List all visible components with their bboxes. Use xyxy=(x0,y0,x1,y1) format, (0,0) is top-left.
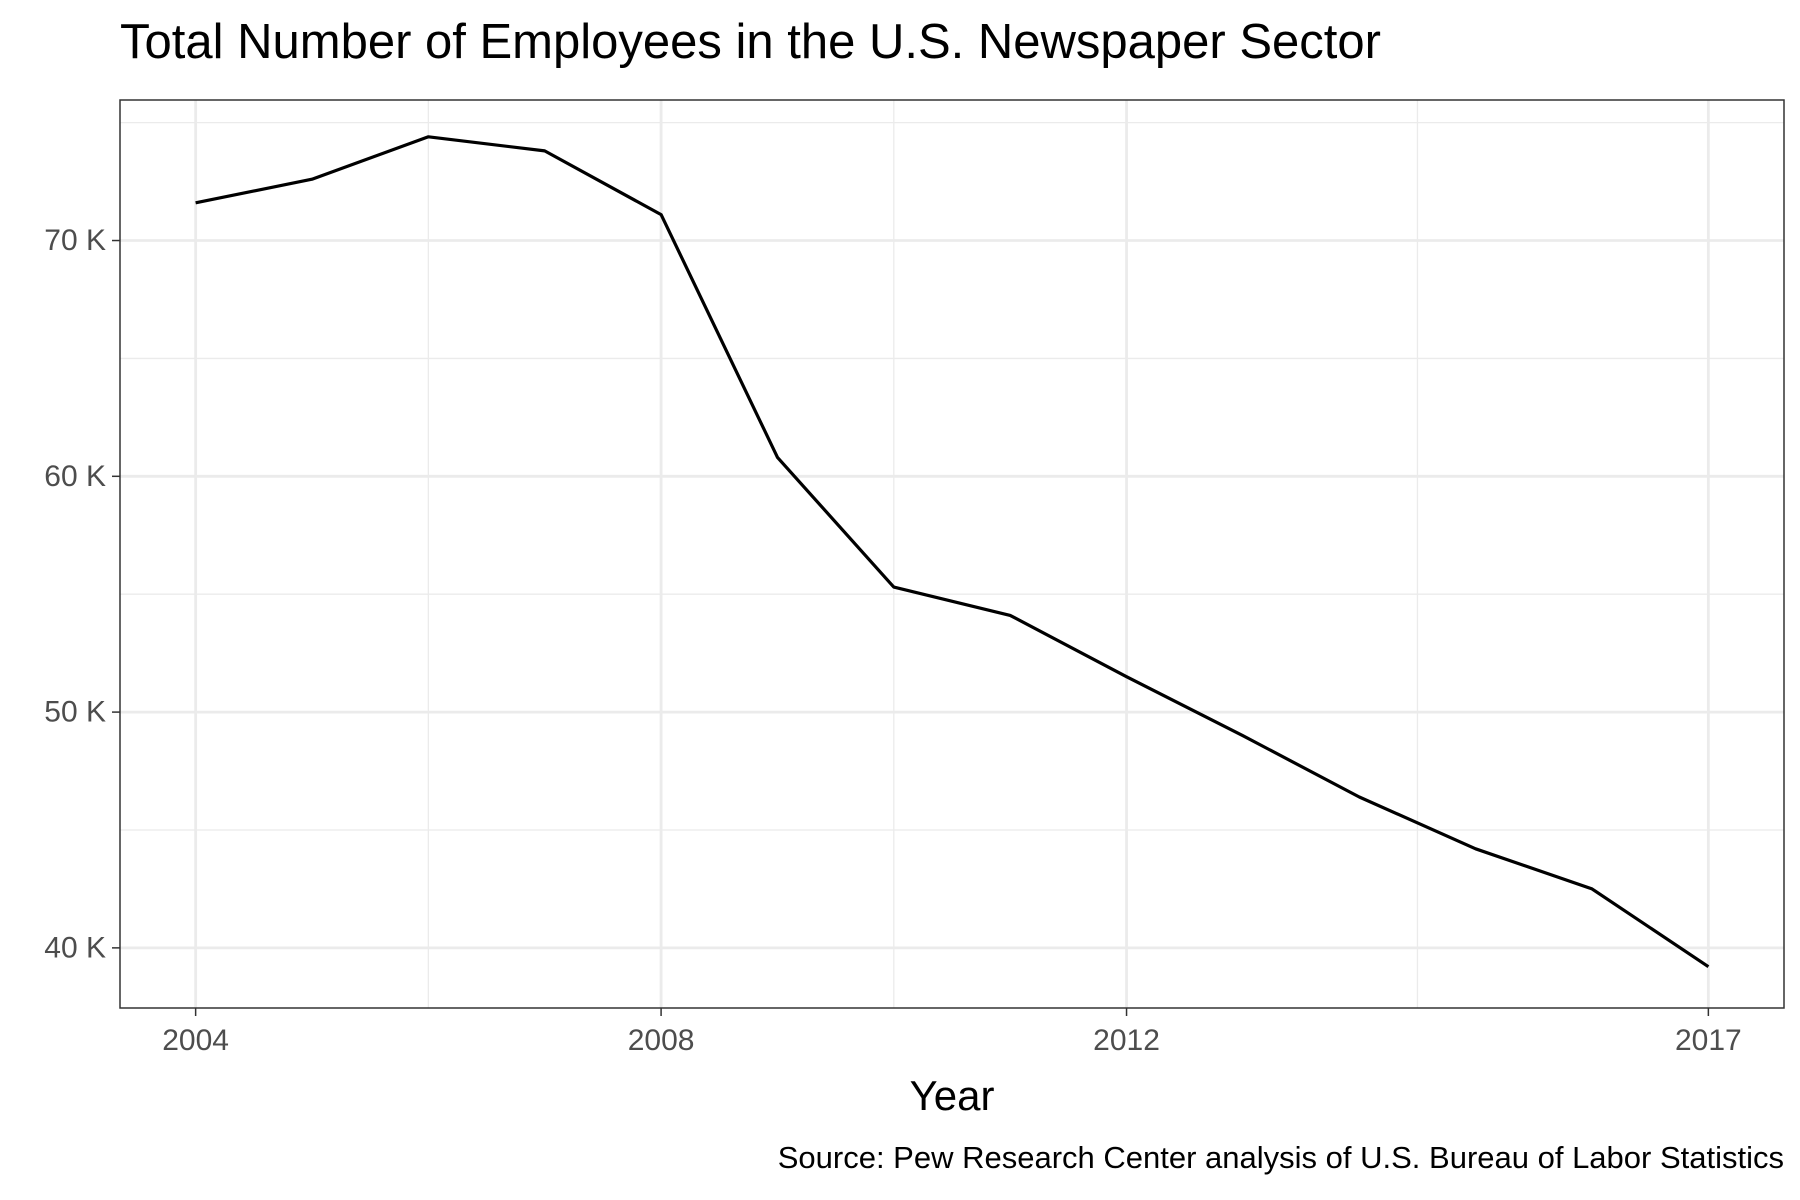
grid-lines xyxy=(120,100,1784,1008)
x-tick-label: 2017 xyxy=(1675,1024,1742,1057)
series-layer xyxy=(195,135,1710,969)
x-axis-title: Year xyxy=(909,1072,995,1119)
axis-ticks: 40 K 50 K 60 K 70 K 2004 2008 2012 2017 xyxy=(44,224,1741,1057)
plot-panel-border xyxy=(119,99,1785,1009)
y-tick-label: 50 K xyxy=(44,696,106,729)
x-tick-label: 2012 xyxy=(1093,1024,1160,1057)
y-tick-label: 70 K xyxy=(44,224,106,257)
y-tick-label: 40 K xyxy=(44,931,106,964)
y-tick-label: 60 K xyxy=(44,460,106,493)
chart-title: Total Number of Employees in the U.S. Ne… xyxy=(120,15,1381,69)
source-caption: Source: Pew Research Center analysis of … xyxy=(777,1140,1784,1175)
x-tick-label: 2008 xyxy=(628,1024,695,1057)
x-tick-label: 2004 xyxy=(162,1024,229,1057)
series-line xyxy=(195,135,1710,969)
